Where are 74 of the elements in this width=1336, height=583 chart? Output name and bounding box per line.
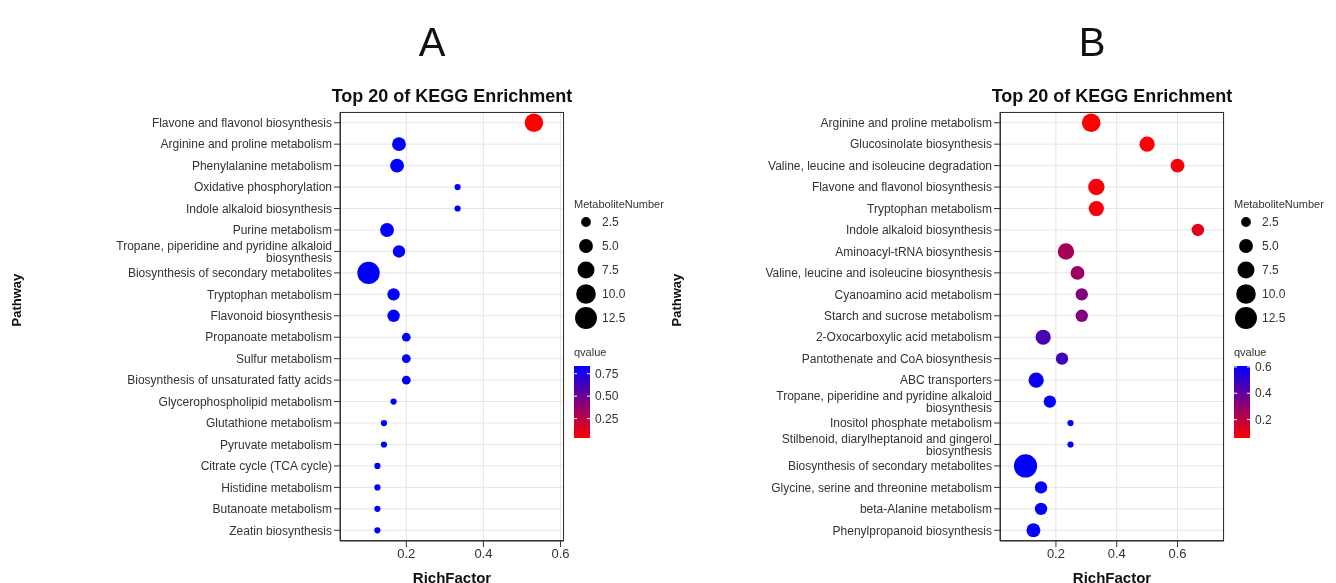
- legend-label: 10.0: [602, 287, 626, 301]
- y-tick-label: Valine, leucine and isoleucine biosynthesis: [765, 266, 992, 281]
- y-tick-label: Oxidative phosphorylation: [193, 180, 332, 195]
- y-tick-label: Valine, leucine and isoleucine degradation: [768, 158, 992, 173]
- y-tick-label: Glucosinolate biosynthesis: [849, 137, 992, 152]
- y-tick-label: Arginine and proline metabolism: [160, 137, 332, 152]
- y-tick-label: Pyruvate metabolism: [219, 437, 332, 452]
- legend-label: 2.5: [602, 215, 619, 229]
- y-tick-label: Phenylpropanoid biosynthesis: [832, 523, 992, 538]
- x-tick-label: 0.2: [1046, 546, 1065, 562]
- x-tick-label: 0.2: [397, 546, 416, 562]
- y-tick-label: Pantothenate and CoA biosynthesis: [801, 351, 992, 366]
- y-axis-title: Pathway: [8, 272, 24, 327]
- y-tick-label: beta-Alanine metabolism: [859, 502, 992, 517]
- color-bar-label: 0.25: [595, 411, 619, 426]
- color-bar-label: 0.50: [595, 389, 619, 404]
- legend-label: 2.5: [1262, 215, 1279, 229]
- text: B: [1077, 20, 1107, 65]
- y-tick-label: Aminoacyl-tRNA biosynthesis: [835, 244, 992, 259]
- y-tick-label: Propanoate metabolism: [205, 330, 332, 345]
- y-tick-label: Indole alkaloid biosynthesis: [185, 201, 332, 216]
- color-bar-title: qvalue: [1234, 346, 1268, 358]
- legend-title: MetaboliteNumber: [1234, 198, 1324, 210]
- legend-label: 5.0: [1262, 239, 1279, 253]
- y-tick-label: Tryptophan metabolism: [867, 201, 992, 216]
- y-tick-label: Glycine, serine and threonine metabolism: [771, 480, 992, 495]
- y-tick-label: Inositol phosphate metabolism: [829, 416, 992, 431]
- y-tick-label: Flavone and flavonol biosynthesis: [151, 115, 332, 130]
- color-bar-label: 0.4: [1255, 386, 1273, 401]
- legend-label: 12.5: [602, 311, 626, 325]
- chart-title: Top 20 of KEGG Enrichment: [990, 86, 1234, 107]
- color-bar-label: 0.2: [1255, 412, 1273, 427]
- y-tick-label: Biosynthesis of secondary metabolites: [787, 459, 992, 474]
- color-bar-label: 0.6: [1255, 359, 1273, 374]
- y-tick-label: Zeatin biosynthesis: [229, 523, 332, 538]
- y-tick-label: Sulfur metabolism: [235, 351, 332, 366]
- legend-label: 7.5: [1262, 263, 1279, 277]
- color-bar-title: qvalue: [574, 346, 608, 358]
- y-tick-label: Tropane, piperidine and pyridine alkaloid biosynthesis: [776, 388, 992, 415]
- y-tick-label: Tryptophan metabolism: [207, 287, 332, 302]
- x-axis-title: RichFactor: [412, 569, 492, 583]
- y-tick-label: Tropane, piperidine and pyridine alkaloid biosynthesis: [116, 238, 332, 265]
- y-tick-label: Indole alkaloid biosynthesis: [845, 223, 992, 238]
- y-tick-label: Cyanoamino acid metabolism: [834, 287, 992, 302]
- chart-title: Top 20 of KEGG Enrichment: [330, 86, 574, 107]
- y-tick-label: Biosynthesis of secondary metabolites: [127, 266, 332, 281]
- text: A: [417, 20, 447, 65]
- color-bar-label: 0.75: [595, 366, 619, 381]
- x-tick-label: 0.4: [1107, 546, 1126, 562]
- y-tick-label: Histidine metabolism: [221, 480, 332, 495]
- y-tick-label: Starch and sucrose metabolism: [823, 309, 992, 324]
- y-tick-label: 2-Oxocarboxylic acid metabolism: [815, 330, 992, 345]
- y-tick-label: Glycerophospholipid metabolism: [158, 394, 332, 409]
- y-tick-label: Biosynthesis of unsaturated fatty acids: [127, 373, 332, 388]
- y-tick-label: Flavonoid biosynthesis: [210, 309, 332, 324]
- legend-label: 7.5: [602, 263, 619, 277]
- legend-label: 10.0: [1262, 287, 1286, 301]
- y-tick-label: ABC transporters: [899, 373, 992, 388]
- y-tick-label: Stilbenoid, diarylheptanoid and gingerol biosynthesis: [781, 431, 992, 458]
- y-tick-label: Glutathione metabolism: [205, 416, 332, 431]
- y-tick-label: Flavone and flavonol biosynthesis: [811, 180, 992, 195]
- legend-label: 5.0: [602, 239, 619, 253]
- legend-label: 12.5: [1262, 311, 1286, 325]
- x-tick-label: 0.6: [551, 546, 570, 562]
- y-tick-label: Arginine and proline metabolism: [820, 115, 992, 130]
- y-tick-label: Citrate cycle (TCA cycle): [200, 459, 332, 474]
- y-tick-label: Phenylalanine metabolism: [191, 158, 332, 173]
- x-axis-title: RichFactor: [1072, 569, 1152, 583]
- y-tick-label: Purine metabolism: [232, 223, 332, 238]
- y-axis-title: Pathway: [668, 272, 684, 327]
- y-tick-label: Butanoate metabolism: [212, 502, 332, 517]
- x-tick-label: 0.6: [1168, 546, 1187, 562]
- x-tick-label: 0.4: [474, 546, 493, 562]
- legend-title: MetaboliteNumber: [574, 198, 664, 210]
